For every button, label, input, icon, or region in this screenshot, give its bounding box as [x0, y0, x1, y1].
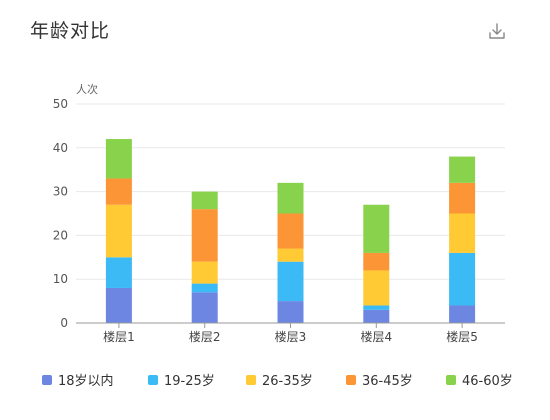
legend-label: 26-35岁: [262, 374, 313, 389]
stacked-bar-chart: 0 10 20 30 40 50 人次 楼层1 楼层2 楼层3 楼层4 楼层5: [53, 82, 505, 344]
bar-segment[interactable]: [191, 261, 218, 284]
bar-segment[interactable]: [363, 270, 390, 306]
legend-swatch: [246, 374, 256, 385]
legend-label: 46-60岁: [462, 374, 513, 389]
bar-segment[interactable]: [363, 309, 390, 323]
legend-item[interactable]: 26-35岁: [246, 370, 313, 389]
bar-segment[interactable]: [449, 252, 476, 306]
legend-swatch: [346, 374, 356, 385]
legend-label: 18岁以内: [58, 374, 114, 389]
bars: [105, 139, 476, 323]
bar-segment[interactable]: [105, 287, 132, 323]
bar-segment[interactable]: [277, 248, 304, 262]
y-axis-ticks: 0 10 20 30 40 50: [53, 97, 68, 330]
legend-swatch: [446, 374, 456, 385]
x-axis-labels: 楼层1 楼层2 楼层3 楼层4 楼层5: [103, 323, 478, 344]
y-tick-label: 50: [53, 97, 68, 111]
y-tick-label: 20: [53, 228, 68, 242]
bar-segment[interactable]: [105, 204, 132, 258]
y-tick-label: 40: [53, 141, 68, 155]
legend-item[interactable]: 19-25岁: [148, 370, 215, 389]
bar-segment[interactable]: [449, 182, 476, 214]
bar-segment[interactable]: [449, 213, 476, 253]
x-tick-label: 楼层2: [189, 329, 221, 344]
bar-segment[interactable]: [449, 156, 476, 183]
x-tick-label: 楼层5: [446, 329, 478, 344]
chart-title: 年龄对比: [30, 20, 111, 42]
bar-segment[interactable]: [105, 178, 132, 205]
y-tick-label: 10: [53, 272, 68, 286]
y-tick-label: 30: [53, 185, 68, 199]
bar-segment[interactable]: [191, 283, 218, 293]
bar-segment[interactable]: [277, 182, 304, 214]
legend-label: 19-25岁: [164, 374, 215, 389]
bar-segment[interactable]: [363, 252, 390, 271]
x-tick-label: 楼层1: [103, 329, 135, 344]
legend-label: 36-45岁: [362, 374, 413, 389]
download-icon: [489, 23, 505, 39]
legend: 18岁以内 19-25岁 26-35岁 36-45岁 46-60岁: [0, 370, 550, 394]
bar-segment[interactable]: [191, 292, 218, 323]
bar-segment[interactable]: [277, 213, 304, 249]
bar-segment[interactable]: [363, 204, 390, 253]
bar-segment[interactable]: [191, 191, 218, 210]
x-tick-label: 楼层4: [360, 329, 392, 344]
legend-swatch: [148, 374, 158, 385]
bar-segment[interactable]: [105, 139, 132, 179]
legend-item[interactable]: 36-45岁: [346, 370, 413, 389]
bar-segment[interactable]: [191, 209, 218, 262]
legend-swatch: [42, 374, 52, 385]
legend-item[interactable]: 18岁以内: [42, 370, 114, 389]
bar-segment[interactable]: [449, 305, 476, 323]
bar-segment[interactable]: [105, 257, 132, 288]
bar-segment[interactable]: [277, 261, 304, 302]
bar-segment[interactable]: [363, 305, 390, 310]
y-tick-label: 0: [60, 316, 68, 330]
x-tick-label: 楼层3: [275, 329, 307, 344]
bar-segment[interactable]: [277, 301, 304, 323]
download-button[interactable]: [486, 20, 508, 42]
y-axis-label: 人次: [76, 82, 98, 96]
legend-item[interactable]: 46-60岁: [446, 370, 513, 389]
